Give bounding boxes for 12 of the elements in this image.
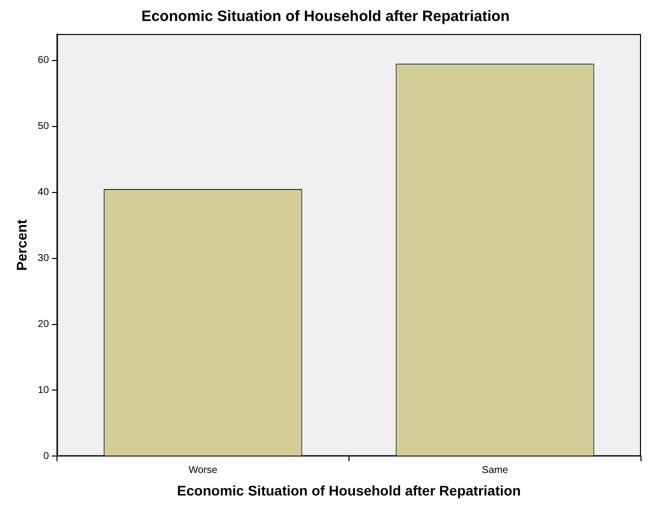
y-axis-title: Percent (13, 219, 30, 271)
x-tick-label: Worse (188, 464, 218, 476)
x-axis-title: Economic Situation of Household after Repatriation (177, 482, 521, 498)
y-tick-label: 40 (38, 187, 50, 198)
x-tick-label: Same (482, 464, 508, 476)
y-tick-label: 50 (38, 121, 50, 132)
y-tick-label: 30 (38, 253, 50, 264)
y-tick-label: 20 (38, 319, 50, 330)
chart-title: Economic Situation of Household after Repatriation (141, 8, 510, 26)
y-tick-label: 60 (38, 55, 50, 66)
y-tick-label: 10 (38, 384, 50, 396)
y-tick-label: 0 (43, 450, 50, 462)
